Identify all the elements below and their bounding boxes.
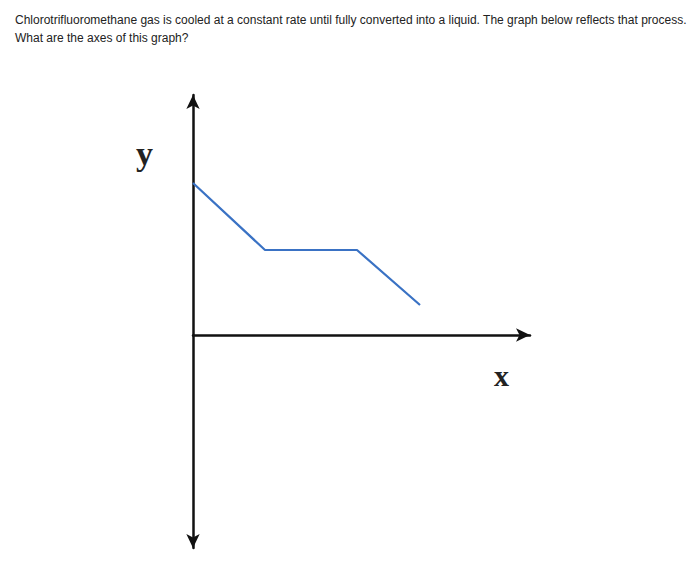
svg-text:What are the axes of this grap: What are the axes of this graph? (15, 31, 189, 45)
svg-text:x: x (494, 359, 509, 392)
svg-text:y: y (136, 135, 153, 172)
svg-text:Chlorotrifluoromethane gas is: Chlorotrifluoromethane gas is cooled at … (15, 13, 690, 27)
